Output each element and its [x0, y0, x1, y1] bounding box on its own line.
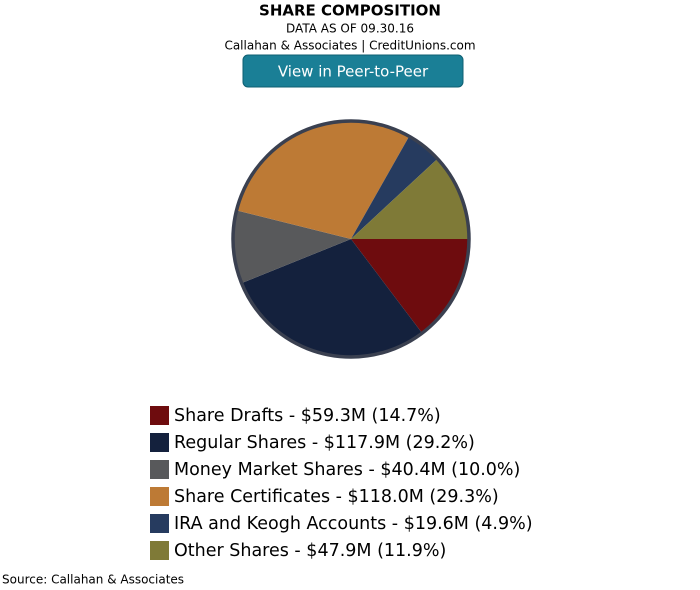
button-background [242, 54, 464, 88]
legend-swatch [150, 541, 169, 560]
pie [231, 119, 471, 359]
pie-slice [351, 137, 437, 239]
legend-swatch [150, 406, 169, 425]
pie-slice [351, 239, 468, 333]
pie-slice [234, 210, 351, 283]
legend-label: Share Drafts - $59.3M (14.7%) [174, 406, 441, 426]
legend-label: Regular Shares - $117.9M (29.2%) [174, 433, 475, 453]
pie-border [231, 119, 471, 359]
legend-swatch [150, 514, 169, 533]
legend-swatch [150, 487, 169, 506]
pie-slice [237, 122, 409, 239]
chart-title: SHARE COMPOSITION [259, 2, 441, 20]
legend-label: Share Certificates - $118.0M (29.3%) [174, 487, 499, 507]
chart-subtitle: DATA AS OF 09.30.16 [286, 22, 414, 36]
pie-slice [351, 159, 468, 239]
peer-button[interactable]: View in Peer-to-Peer [242, 54, 464, 88]
legend-label: Other Shares - $47.9M (11.9%) [174, 541, 446, 561]
legend-label: IRA and Keogh Accounts - $19.6M (4.9%) [174, 514, 533, 534]
button-label: View in Peer-to-Peer [278, 63, 429, 81]
pie-slice [242, 239, 422, 356]
legend: Share Drafts - $59.3M (14.7%) Regular Sha… [150, 406, 533, 561]
legend-label: Money Market Shares - $40.4M (10.0%) [174, 460, 520, 480]
legend-swatch [150, 460, 169, 479]
byline: Callahan & Associates | CreditUnions.com [224, 39, 475, 53]
legend-swatch [150, 433, 169, 452]
source-note: Source: Callahan & Associates [2, 573, 184, 587]
